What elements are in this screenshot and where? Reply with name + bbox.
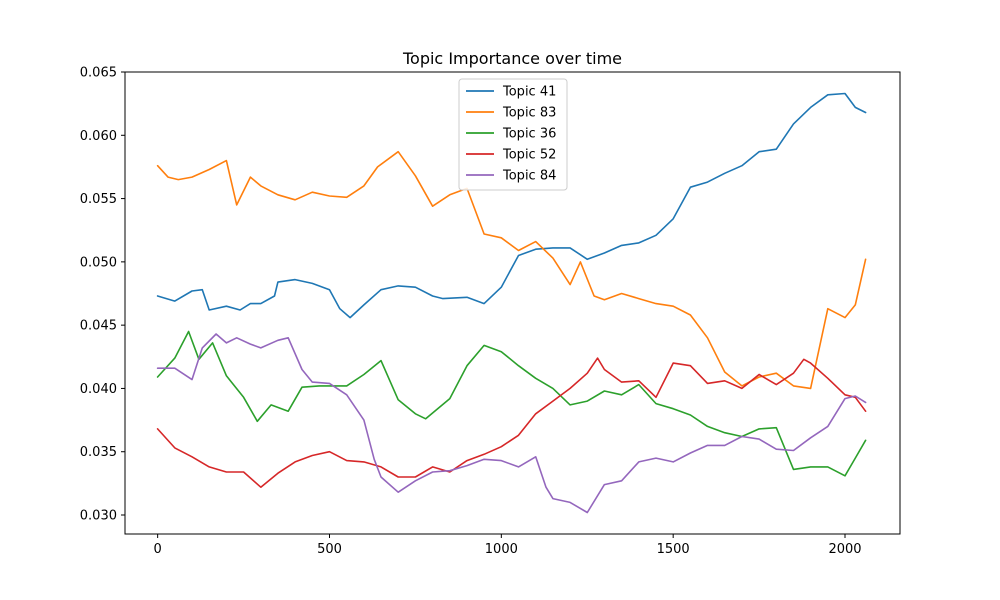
x-axis: 0 500 1000 1500 2000 <box>154 534 862 557</box>
legend-label: Topic 83 <box>502 106 556 121</box>
x-tick-label: 500 <box>317 542 342 557</box>
legend-label: Topic 41 <box>502 85 556 100</box>
chart-title: Topic Importance over time <box>402 49 622 68</box>
y-tick-label: 0.035 <box>80 445 117 460</box>
plot-frame <box>124 71 901 535</box>
series-line-topic-52 <box>156 357 867 488</box>
x-tick-label: 1000 <box>485 542 518 557</box>
legend-label: Topic 36 <box>502 127 556 142</box>
series-line-topic-41 <box>156 92 867 319</box>
y-tick-label: 0.030 <box>80 509 117 524</box>
y-axis: 0.030 0.035 0.040 0.045 0.050 0.055 0.060 0.065 <box>80 66 125 524</box>
y-tick-label: 0.045 <box>80 319 117 334</box>
y-tick-label: 0.050 <box>80 255 117 270</box>
series-line-topic-84 <box>156 333 867 514</box>
legend-box <box>458 78 568 191</box>
y-tick-label: 0.065 <box>80 66 117 81</box>
x-tick-label: 1500 <box>657 542 690 557</box>
series-layer <box>156 92 867 514</box>
y-tick-label: 0.060 <box>80 129 117 144</box>
y-tick-label: 0.040 <box>80 382 117 397</box>
x-tick-label: 2000 <box>828 542 861 557</box>
legend: Topic 41 Topic 83 Topic 36 Topic 52 Topic 84 <box>458 78 568 191</box>
y-tick-label: 0.055 <box>80 192 117 207</box>
legend-label: Topic 84 <box>502 169 556 184</box>
legend-label: Topic 52 <box>502 148 556 163</box>
series-line-topic-36 <box>156 330 867 477</box>
x-tick-label: 0 <box>154 542 162 557</box>
